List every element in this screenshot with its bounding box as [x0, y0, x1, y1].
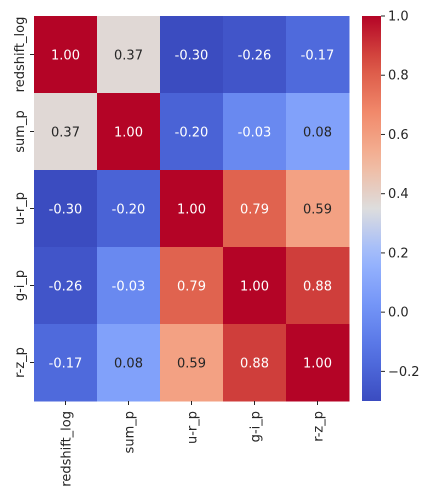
- cell-value-label: -0.20: [175, 126, 209, 141]
- colorbar-gradient: [362, 16, 381, 401]
- cell-value-label: 0.37: [114, 49, 143, 64]
- cell-value-label: 1.00: [240, 280, 269, 295]
- colorbar-tick-label: 0.6: [388, 128, 409, 143]
- cell-value-label: -0.17: [301, 49, 335, 64]
- heatmap-cell: [160, 93, 224, 171]
- row-labels: redshift_log sum_p u-r_p g-i_p r-z_p: [13, 17, 34, 378]
- heatmap-cell: [34, 247, 98, 325]
- heatmap-cell: [286, 247, 350, 325]
- colorbar: −0.2 0.0 0.2 0.4 0.6 0.8 1.0: [362, 10, 420, 401]
- heatmap-cell: [97, 93, 161, 171]
- cell-value-label: 1.00: [114, 126, 143, 141]
- cell-value-label: 0.88: [240, 357, 269, 372]
- heatmap-cell: [34, 170, 98, 248]
- heatmap-cell: [34, 324, 98, 402]
- column-label: g-i_p: [249, 411, 264, 442]
- heatmap-cell: [97, 170, 161, 248]
- column-label: u-r_p: [186, 411, 201, 444]
- heatmap-cell: [286, 324, 350, 402]
- heatmap-cell: [223, 247, 287, 325]
- heatmap-cell: [160, 247, 224, 325]
- colorbar-tick-label: 0.4: [388, 187, 409, 202]
- cell-value-label: 0.08: [303, 126, 332, 141]
- heatmap-cell: [160, 170, 224, 248]
- column-labels: redshift_log sum_p u-r_p g-i_p r-z_p: [60, 401, 327, 487]
- heatmap-cell: [34, 16, 98, 94]
- heatmap-cell: [97, 247, 161, 325]
- heatmap-cell: [223, 170, 287, 248]
- cell-value-label: 0.37: [51, 126, 80, 141]
- colorbar-tick-label: 1.0: [388, 10, 409, 25]
- heatmap-cell: [160, 16, 224, 94]
- heatmap-cell: [286, 16, 350, 94]
- heatmap-cell: [160, 324, 224, 402]
- cell-value-label: 0.88: [303, 280, 332, 295]
- cell-value-label: 0.79: [240, 203, 269, 218]
- cell-value-label: -0.26: [238, 49, 272, 64]
- cell-value-label: 1.00: [51, 49, 80, 64]
- cell-value-label: -0.17: [49, 357, 83, 372]
- row-label: g-i_p: [13, 270, 28, 301]
- cell-value-label: -0.30: [175, 49, 209, 64]
- heatmap-cell: [286, 170, 350, 248]
- cell-value-label: -0.03: [112, 280, 146, 295]
- heatmap-cell: [286, 93, 350, 171]
- cell-value-label: 0.59: [177, 357, 206, 372]
- cell-value-label: 0.08: [114, 357, 143, 372]
- row-label: sum_p: [13, 110, 28, 152]
- cell-value-label: -0.26: [49, 280, 83, 295]
- row-label: u-r_p: [13, 192, 28, 225]
- cell-value-label: 0.59: [303, 203, 332, 218]
- cell-value-label: -0.20: [112, 203, 146, 218]
- cell-value-label: 0.79: [177, 280, 206, 295]
- heatmap-cell: [97, 16, 161, 94]
- heatmap-cell: [34, 93, 98, 171]
- cell-value-label: 1.00: [303, 357, 332, 372]
- row-label: r-z_p: [13, 347, 28, 378]
- heatmap-cell: [223, 324, 287, 402]
- cell-value-label: -0.03: [238, 126, 272, 141]
- colorbar-tick-label: −0.2: [388, 365, 420, 380]
- column-label: redshift_log: [60, 411, 75, 487]
- column-label: r-z_p: [312, 411, 327, 442]
- heatmap-cell: [97, 324, 161, 402]
- heatmap-cell: [223, 93, 287, 171]
- colorbar-tick-label: 0.2: [388, 246, 409, 261]
- heatmap-cells: 1.00 0.37 -0.30 -0.26 -0.17 0.37 1.00 -0.20 -0.0…: [34, 16, 350, 402]
- cell-value-label: 1.00: [177, 203, 206, 218]
- colorbar-tick-label: 0.8: [388, 69, 409, 84]
- heatmap-cell: [223, 16, 287, 94]
- cell-value-label: -0.30: [49, 203, 83, 218]
- column-label: sum_p: [123, 411, 138, 453]
- row-label: redshift_log: [13, 17, 28, 93]
- colorbar-tick-label: 0.0: [388, 306, 409, 321]
